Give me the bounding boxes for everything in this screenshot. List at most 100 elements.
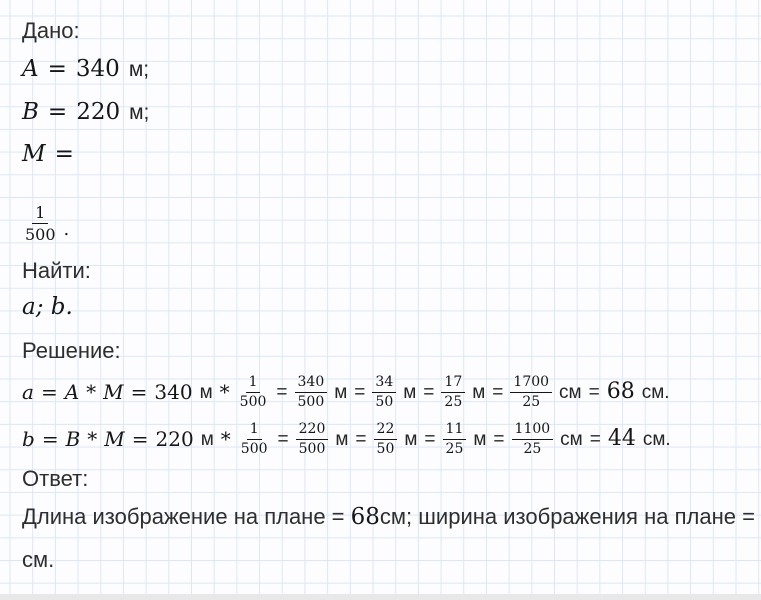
answer-line-2: см.: [22, 547, 55, 572]
fraction-denominator: 500: [239, 393, 267, 410]
fraction-denominator: 500: [298, 440, 326, 457]
fraction-denominator: 500: [25, 225, 56, 245]
given-line-b: B = 220 м;: [22, 101, 149, 124]
math-variable: M: [103, 380, 124, 405]
fraction: 220 500: [295, 421, 329, 458]
equals-sign: =: [589, 428, 601, 450]
multiply-sign: *: [87, 427, 98, 452]
multiply-sign: *: [86, 380, 97, 405]
fraction: 1 500: [22, 203, 59, 244]
equals-sign: =: [47, 56, 67, 82]
equals-sign: =: [47, 99, 68, 125]
fraction-denominator: 50: [375, 393, 394, 410]
fraction: 17 25: [441, 374, 466, 411]
fraction-numerator: 22: [373, 421, 398, 440]
unit-label: м: [472, 381, 486, 403]
fraction-numerator: 220: [295, 421, 329, 440]
fraction: 1700 25: [510, 374, 553, 411]
equals-sign: =: [492, 381, 504, 403]
fraction-denominator: 25: [445, 440, 464, 457]
scale-fraction-line: 1 500 .: [22, 203, 69, 244]
math-value: 220: [155, 427, 194, 452]
given-label: Дано:: [22, 18, 80, 43]
unit-label: м: [473, 428, 487, 450]
math-variable: M: [104, 427, 125, 452]
fraction-numerator: 11: [442, 421, 467, 440]
equals-sign: =: [588, 381, 600, 403]
equals-sign: =: [277, 428, 289, 450]
equals-sign: =: [493, 428, 505, 450]
fraction-numerator: 1100: [511, 421, 554, 440]
unit-label: м;: [128, 58, 150, 81]
result-unit: см.: [641, 381, 670, 403]
math-variable: a: [22, 380, 34, 405]
answer-line-1: Длина изображение на плане = 68см; ширин…: [22, 506, 761, 529]
fraction: 340 500: [294, 374, 328, 411]
equals-sign: =: [424, 428, 436, 450]
equals-sign: =: [40, 380, 58, 405]
unit-label: м: [199, 381, 213, 403]
answer-label: Ответ:: [22, 466, 89, 491]
math-variable: A: [64, 380, 80, 405]
fraction-denominator: 25: [444, 393, 463, 410]
fraction-denominator: 25: [523, 440, 542, 457]
fraction-numerator: 34: [372, 374, 397, 393]
fraction-denominator: 50: [376, 440, 395, 457]
unit-label: м: [404, 428, 418, 450]
equals-sign: =: [354, 381, 366, 403]
answer-text: см; ширина изображения на плане =: [379, 504, 761, 529]
equals-sign: =: [355, 428, 367, 450]
math-variable: B: [22, 99, 39, 125]
fraction-numerator: 17: [441, 374, 466, 393]
result-unit: см.: [642, 428, 671, 450]
fraction: 1100 25: [511, 421, 554, 458]
unit-label: м;: [129, 101, 150, 124]
unit-label: м: [335, 428, 349, 450]
unit-label: см: [559, 381, 582, 403]
find-label: Найти:: [22, 258, 91, 283]
fraction-numerator: 1: [246, 421, 262, 440]
math-variable: B: [65, 427, 81, 452]
find-value: a; b.: [22, 294, 73, 320]
multiply-sign: *: [220, 427, 231, 452]
equals-sign: =: [41, 427, 59, 452]
period: .: [63, 219, 70, 241]
unit-label: м: [403, 381, 417, 403]
unit-label: м: [334, 381, 348, 403]
fraction: 1 500: [238, 421, 271, 458]
solution-label: Решение:: [22, 338, 121, 363]
answer-value: 68: [350, 504, 380, 530]
result-value: 68: [606, 379, 635, 405]
unit-label: см: [560, 428, 583, 450]
fraction-numerator: 340: [294, 374, 328, 393]
math-value: 340: [75, 56, 120, 82]
fraction-numerator: 1700: [510, 374, 553, 393]
fraction-numerator: 1: [32, 203, 49, 225]
solution-line-a: a = A * M = 340 м * 1 500 = 340 500 м = …: [22, 374, 670, 411]
fraction: 34 50: [372, 374, 397, 411]
unit-label: м: [200, 428, 214, 450]
math-variable: b: [22, 427, 35, 452]
math-value: 340: [154, 380, 193, 405]
bottom-edge-bar: [0, 594, 761, 600]
given-line-a: A = 340 м;: [22, 58, 149, 81]
math-variable: M: [22, 141, 46, 167]
math-value: 220: [76, 99, 121, 125]
fraction: 22 50: [373, 421, 398, 458]
equals-sign: =: [423, 381, 435, 403]
fraction: 1 500: [237, 374, 270, 411]
fraction-denominator: 25: [522, 393, 541, 410]
math-variable: A: [22, 56, 39, 82]
fraction-denominator: 500: [297, 393, 325, 410]
multiply-sign: *: [219, 380, 230, 405]
result-value: 44: [607, 426, 636, 452]
fraction: 11 25: [442, 421, 467, 458]
fraction-numerator: 1: [245, 374, 261, 393]
equals-sign: =: [131, 427, 149, 452]
given-line-m: M =: [22, 143, 74, 166]
answer-text: Длина изображение на плане =: [22, 504, 351, 529]
solution-line-b: b = B * M = 220 м * 1 500 = 220 500 м = …: [22, 421, 671, 458]
equals-sign: =: [130, 380, 148, 405]
equals-sign: =: [54, 141, 74, 167]
